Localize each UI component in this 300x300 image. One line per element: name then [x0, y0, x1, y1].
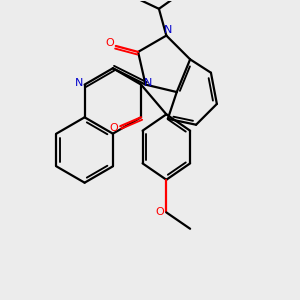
Text: O: O: [105, 38, 114, 48]
Text: O: O: [155, 207, 164, 218]
Text: N: N: [164, 25, 172, 35]
Text: N: N: [74, 78, 83, 88]
Text: O: O: [110, 123, 118, 133]
Text: N: N: [143, 78, 152, 88]
